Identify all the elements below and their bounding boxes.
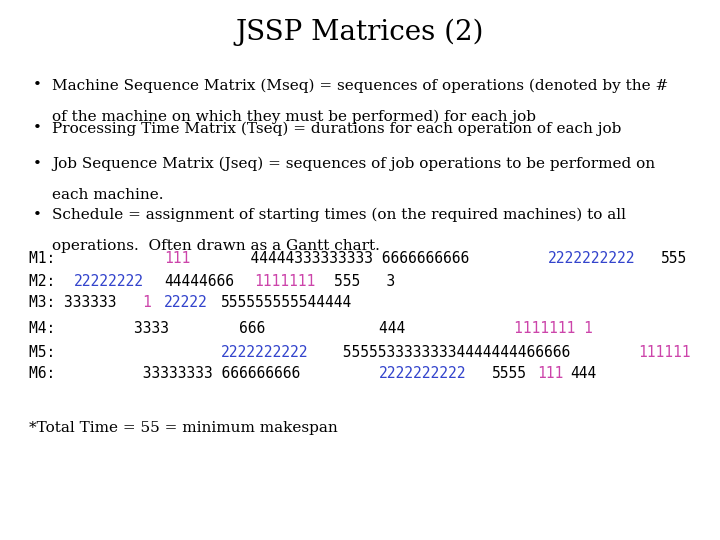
Text: M6:          33333333 666666666: M6: 33333333 666666666 — [29, 366, 300, 381]
Text: •: • — [32, 157, 41, 171]
Text: 1111111: 1111111 — [255, 274, 316, 289]
Text: 1: 1 — [142, 295, 150, 310]
Text: 555: 555 — [661, 251, 688, 266]
Text: 5555: 5555 — [492, 366, 527, 381]
Text: 2222222222: 2222222222 — [379, 366, 467, 381]
Text: JSSP Matrices (2): JSSP Matrices (2) — [235, 19, 485, 46]
Text: 555   3: 555 3 — [333, 274, 395, 289]
Text: 2222222222: 2222222222 — [221, 345, 308, 360]
Text: M5:: M5: — [29, 345, 178, 360]
Text: *Total Time = 55 = minimum makespan: *Total Time = 55 = minimum makespan — [29, 421, 338, 435]
Text: Machine Sequence Matrix (Mseq) = sequences of operations (denoted by the #: Machine Sequence Matrix (Mseq) = sequenc… — [52, 78, 668, 93]
Text: operations.  Often drawn as a Gantt chart.: operations. Often drawn as a Gantt chart… — [52, 239, 379, 253]
Text: M4:         3333        666             444: M4: 3333 666 444 — [29, 321, 405, 336]
Text: 22222: 22222 — [164, 295, 208, 310]
Text: 111: 111 — [537, 366, 563, 381]
Text: each machine.: each machine. — [52, 188, 163, 202]
Text: 555555555544444: 555555555544444 — [221, 295, 352, 310]
Text: 1111111 1: 1111111 1 — [514, 321, 593, 336]
Text: 44444666: 44444666 — [164, 274, 234, 289]
Text: 55555333333334444444466666: 55555333333334444444466666 — [333, 345, 570, 360]
Text: 22222222: 22222222 — [74, 274, 144, 289]
Text: •: • — [32, 208, 41, 222]
Text: 444: 444 — [571, 366, 597, 381]
Text: M3: 333333: M3: 333333 — [29, 295, 117, 310]
Text: M2:: M2: — [29, 274, 64, 289]
Text: 111111: 111111 — [639, 345, 691, 360]
Text: 2222222222: 2222222222 — [548, 251, 636, 266]
Text: Processing Time Matrix (Tseq) = durations for each operation of each job: Processing Time Matrix (Tseq) = duration… — [52, 122, 621, 136]
Text: M1:: M1: — [29, 251, 134, 266]
Text: of the machine on which they must be performed) for each job: of the machine on which they must be per… — [52, 110, 536, 124]
Text: •: • — [32, 78, 41, 92]
Text: Job Sequence Matrix (Jseq) = sequences of job operations to be performed on: Job Sequence Matrix (Jseq) = sequences o… — [52, 157, 655, 171]
Text: •: • — [32, 122, 41, 136]
Text: 44444333333333 6666666666: 44444333333333 6666666666 — [198, 251, 469, 266]
Text: Schedule = assignment of starting times (on the required machines) to all: Schedule = assignment of starting times … — [52, 208, 626, 222]
Text: 111: 111 — [164, 251, 191, 266]
